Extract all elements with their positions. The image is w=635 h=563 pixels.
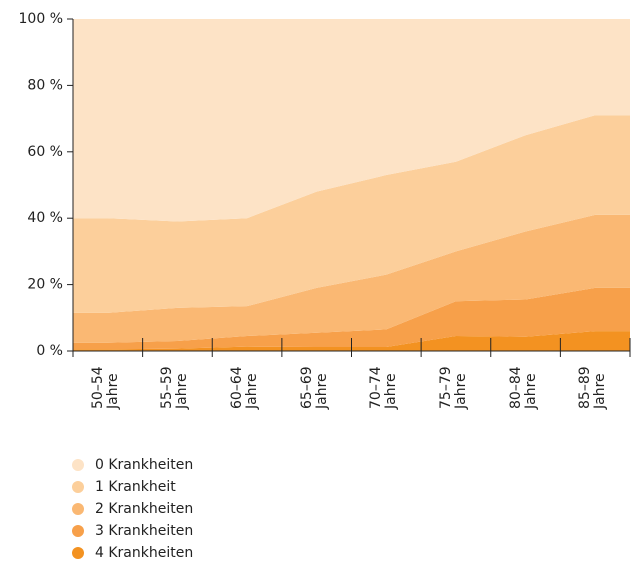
legend-label: 4 Krankheiten xyxy=(95,545,193,561)
area xyxy=(73,287,630,350)
x-tick-label: 75–79 Jahre xyxy=(437,366,469,409)
area xyxy=(73,19,630,222)
legend-label: 3 Krankheiten xyxy=(95,523,193,539)
x-tick-label: 50–54 Jahre xyxy=(89,366,121,409)
y-tick-label: 20 % xyxy=(27,277,63,293)
legend-label: 2 Krankheiten xyxy=(95,501,193,517)
legend-label: 0 Krankheiten xyxy=(95,457,193,473)
area xyxy=(73,214,630,343)
y-tick-label: 100 % xyxy=(19,11,63,27)
y-tick-label: 80 % xyxy=(27,77,63,93)
x-tick-label: 60–64 Jahre xyxy=(229,366,261,409)
area xyxy=(73,115,630,313)
y-tick-label: 40 % xyxy=(27,210,63,226)
x-tick-label: 80–84 Jahre xyxy=(507,366,539,409)
legend-swatch xyxy=(72,459,84,471)
legend-swatch xyxy=(72,503,84,515)
legend-swatch xyxy=(72,525,84,537)
legend-label: 1 Krankheit xyxy=(95,479,176,495)
legend-swatch xyxy=(72,547,84,559)
y-tick-label: 60 % xyxy=(27,144,63,160)
x-tick-label: 70–74 Jahre xyxy=(368,366,400,409)
legend-swatch xyxy=(72,481,84,493)
x-tick-label: 55–59 Jahre xyxy=(159,366,191,409)
y-tick-label: 0 % xyxy=(36,343,63,359)
x-tick-label: 65–69 Jahre xyxy=(298,366,330,409)
x-tick-label: 85–89 Jahre xyxy=(577,366,609,409)
